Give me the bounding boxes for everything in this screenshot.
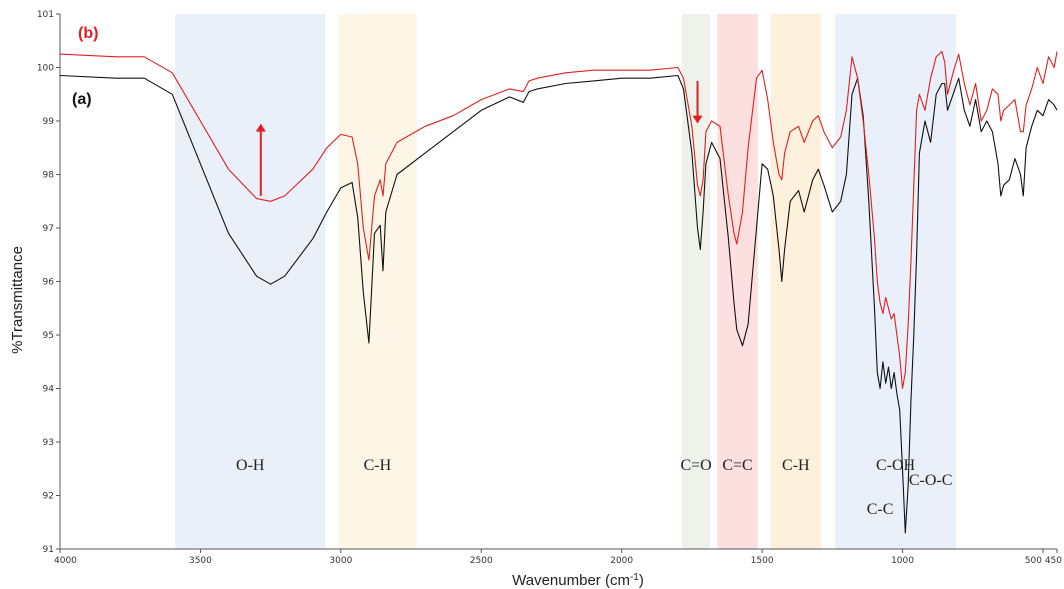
- y-tick-label: 100: [37, 64, 54, 74]
- y-tick-label: 99: [43, 117, 55, 127]
- x-tick-label: 1000: [891, 556, 914, 566]
- y-tick-label: 101: [37, 10, 54, 20]
- x-tick-label: 3000: [329, 556, 352, 566]
- annotation-label-1: C-O-C: [909, 472, 953, 489]
- y-tick-label: 98: [43, 171, 55, 181]
- y-tick-label: 96: [43, 278, 55, 288]
- x-axis-title-main: Wavenumber (cm: [512, 572, 630, 589]
- x-tick-label-end: 500 450: [1025, 556, 1062, 566]
- series-label-b: (b): [78, 25, 98, 42]
- y-tick-label: 91: [43, 545, 54, 555]
- x-axis-title-end: ): [639, 572, 644, 589]
- y-axis-title: %Transmittance: [9, 246, 26, 354]
- x-tick-label: 1500: [751, 556, 774, 566]
- x-tick-label: 2000: [610, 556, 633, 566]
- y-tick-label: 95: [43, 331, 54, 341]
- x-axis-title: Wavenumber (cm-1): [512, 572, 644, 589]
- y-tick-label: 94: [43, 385, 55, 395]
- band-label-3: C=C: [722, 457, 752, 474]
- band-label-4: C-H: [782, 457, 810, 474]
- y-tick-label: 97: [43, 224, 54, 234]
- band-label-0: O-H: [236, 457, 265, 474]
- series-label-a: (a): [72, 91, 92, 108]
- y-tick-label: 92: [43, 492, 54, 502]
- x-tick-label: 4000: [54, 556, 77, 566]
- y-tick-label: 93: [43, 438, 54, 448]
- band-regions: [175, 14, 956, 549]
- band-label-2: C=O: [680, 457, 711, 474]
- x-tick-label: 2500: [470, 556, 493, 566]
- annotation-label-0: C-C: [867, 501, 894, 518]
- band-label-1: C-H: [364, 457, 392, 474]
- x-tick-label: 3500: [189, 556, 212, 566]
